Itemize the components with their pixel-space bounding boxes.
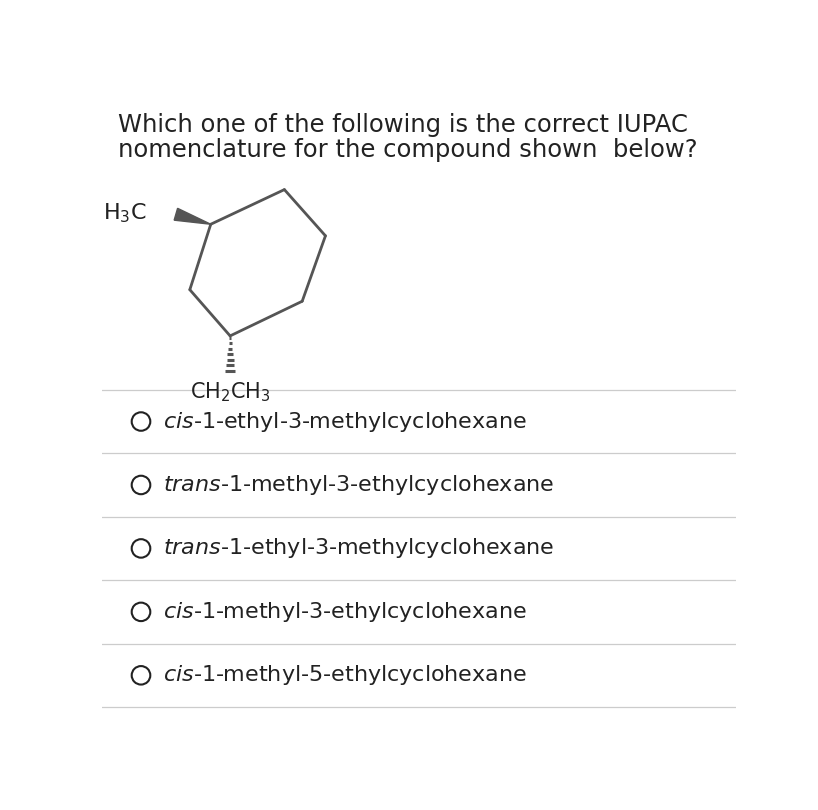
Text: nomenclature for the compound shown  below?: nomenclature for the compound shown belo… bbox=[118, 138, 698, 162]
Text: $\mathregular{H_3C}$: $\mathregular{H_3C}$ bbox=[103, 201, 146, 224]
Text: $\it{cis}$-1-methyl-3-ethylcyclohexane: $\it{cis}$-1-methyl-3-ethylcyclohexane bbox=[163, 600, 527, 624]
Text: $\it{trans}$-1-methyl-3-ethylcyclohexane: $\it{trans}$-1-methyl-3-ethylcyclohexane bbox=[163, 473, 554, 497]
Text: $\it{cis}$-1-ethyl-3-methylcyclohexane: $\it{cis}$-1-ethyl-3-methylcyclohexane bbox=[163, 410, 527, 433]
Polygon shape bbox=[174, 208, 211, 224]
Text: $\it{trans}$-1-ethyl-3-methylcyclohexane: $\it{trans}$-1-ethyl-3-methylcyclohexane bbox=[163, 536, 554, 561]
Text: $\mathregular{CH_2CH_3}$: $\mathregular{CH_2CH_3}$ bbox=[190, 381, 271, 404]
Text: Which one of the following is the correct IUPAC: Which one of the following is the correc… bbox=[118, 113, 688, 137]
Text: $\it{cis}$-1-methyl-5-ethylcyclohexane: $\it{cis}$-1-methyl-5-ethylcyclohexane bbox=[163, 663, 527, 688]
